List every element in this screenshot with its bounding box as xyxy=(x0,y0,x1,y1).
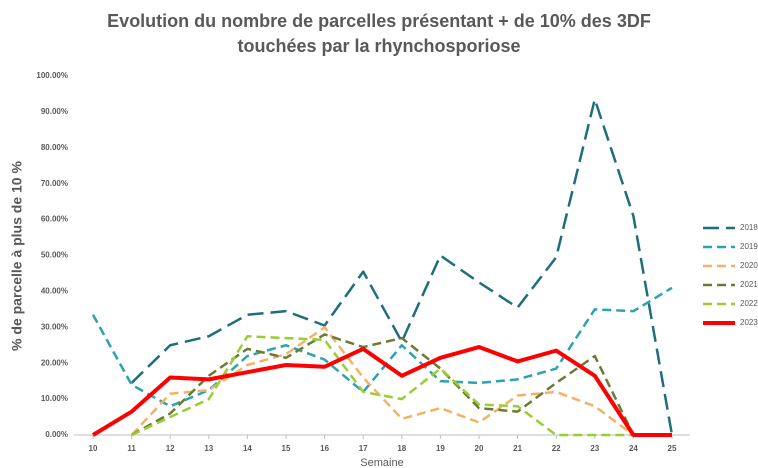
y-tick-label: 70.00% xyxy=(41,179,68,188)
y-tick-label: 0.00% xyxy=(45,430,68,439)
y-tick-label: 40.00% xyxy=(41,287,68,296)
x-tick-label: 18 xyxy=(397,444,406,453)
x-tick-label: 25 xyxy=(668,444,677,453)
series-line xyxy=(91,345,672,437)
x-tick-label: 11 xyxy=(127,444,136,453)
x-tick-label: 20 xyxy=(475,444,484,453)
x-tick-label: 21 xyxy=(513,444,522,453)
x-tick-label: 22 xyxy=(552,444,561,453)
chart-title: touchées par la rhynchosporiose xyxy=(237,36,520,56)
series-line xyxy=(130,333,635,437)
x-axis-label: Semaine xyxy=(360,457,403,468)
y-tick-label: 50.00% xyxy=(41,251,68,260)
legend-label: 2023 xyxy=(740,318,758,327)
x-tick-label: 19 xyxy=(436,444,445,453)
series-line xyxy=(130,326,635,437)
legend-label: 2022 xyxy=(740,299,758,308)
y-tick-label: 20.00% xyxy=(41,358,68,367)
x-tick-label: 23 xyxy=(590,444,599,453)
y-tick-label: 60.00% xyxy=(41,215,68,224)
x-tick-label: 10 xyxy=(89,444,98,453)
chart-title: Evolution du nombre de parcelles présent… xyxy=(107,11,651,31)
x-tick-label: 16 xyxy=(320,444,329,453)
y-tick-label: 30.00% xyxy=(41,322,68,331)
x-tick-label: 13 xyxy=(204,444,213,453)
y-tick-label: 10.00% xyxy=(41,394,68,403)
y-axis-label: % de parcelle à plus de 10 % xyxy=(9,161,25,351)
legend-label: 2019 xyxy=(740,242,758,251)
series-line xyxy=(91,286,673,408)
x-tick-label: 12 xyxy=(166,444,175,453)
legend-label: 2021 xyxy=(740,280,758,289)
y-tick-label: 100.00% xyxy=(36,71,68,80)
legend-label: 2018 xyxy=(740,223,758,232)
legend-label: 2020 xyxy=(740,261,758,270)
series-line xyxy=(130,98,674,436)
x-tick-label: 15 xyxy=(282,444,291,453)
series-line xyxy=(131,335,634,437)
x-tick-label: 24 xyxy=(629,444,638,453)
y-tick-label: 90.00% xyxy=(41,107,68,116)
x-tick-label: 17 xyxy=(359,444,368,453)
x-tick-label: 14 xyxy=(243,444,252,453)
y-tick-label: 80.00% xyxy=(41,143,68,152)
